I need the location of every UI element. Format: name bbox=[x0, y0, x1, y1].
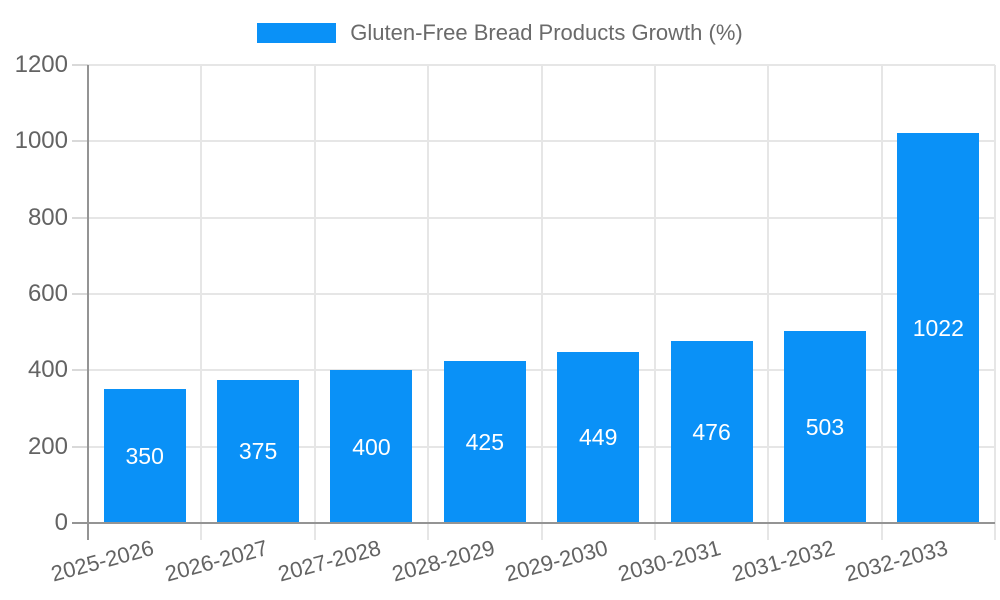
bar-value-label: 476 bbox=[692, 419, 731, 446]
x-axis-label: 2028-2029 bbox=[388, 535, 498, 587]
x-gridline bbox=[880, 65, 883, 540]
x-axis-line bbox=[72, 522, 995, 524]
y-axis-tick bbox=[72, 216, 88, 219]
x-gridline bbox=[767, 65, 770, 540]
legend-label: Gluten-Free Bread Products Growth (%) bbox=[350, 20, 743, 45]
bar-value-label: 400 bbox=[352, 433, 391, 460]
bar[interactable] bbox=[897, 132, 980, 523]
x-axis-label: 2031-2032 bbox=[729, 535, 838, 587]
y-axis-label: 200 bbox=[27, 432, 68, 460]
y-axis-label: 1200 bbox=[14, 51, 68, 78]
y-axis-tick bbox=[72, 64, 88, 66]
x-axis-label: 2025-2026 bbox=[48, 535, 157, 587]
bar[interactable] bbox=[443, 360, 526, 523]
bar[interactable] bbox=[557, 351, 640, 523]
bar[interactable] bbox=[783, 331, 866, 523]
y-axis-line bbox=[87, 65, 89, 540]
bar-value-label: 503 bbox=[805, 414, 845, 440]
bar-value-label: 449 bbox=[579, 424, 618, 451]
bar[interactable] bbox=[330, 370, 413, 523]
x-gridline bbox=[313, 65, 316, 540]
bar-value-label: 1022 bbox=[912, 314, 964, 341]
x-axis-label: 2032-2033 bbox=[842, 535, 951, 587]
bar[interactable] bbox=[217, 379, 300, 523]
y-axis-label: 400 bbox=[27, 356, 68, 384]
y-axis-tick bbox=[72, 369, 88, 372]
y-axis-tick bbox=[72, 293, 88, 295]
x-axis-label: 2030-2031 bbox=[615, 535, 724, 587]
bar[interactable] bbox=[670, 341, 753, 523]
legend-swatch-icon bbox=[257, 23, 337, 43]
x-gridline bbox=[540, 65, 543, 540]
chart-legend: Gluten-Free Bread Products Growth (%) bbox=[0, 20, 1000, 46]
bar-value-label: 425 bbox=[465, 428, 504, 455]
x-gridline bbox=[200, 65, 203, 540]
x-axis-label: 2029-2030 bbox=[502, 535, 611, 587]
y-axis-label: 0 bbox=[54, 509, 68, 536]
bar[interactable] bbox=[103, 389, 186, 523]
x-axis-label: 2027-2028 bbox=[275, 535, 384, 587]
y-axis-tick bbox=[72, 445, 88, 448]
x-gridline bbox=[653, 65, 656, 540]
x-gridline bbox=[994, 65, 996, 540]
bar-value-label: 375 bbox=[238, 438, 278, 465]
x-axis-label: 2026-2027 bbox=[162, 535, 271, 587]
y-axis-tick bbox=[72, 140, 88, 143]
y-axis-label: 600 bbox=[27, 280, 68, 307]
x-gridline bbox=[427, 65, 430, 540]
y-axis-label: 1000 bbox=[14, 127, 68, 155]
bar-value-label: 350 bbox=[125, 443, 164, 470]
y-axis-label: 800 bbox=[27, 203, 68, 231]
